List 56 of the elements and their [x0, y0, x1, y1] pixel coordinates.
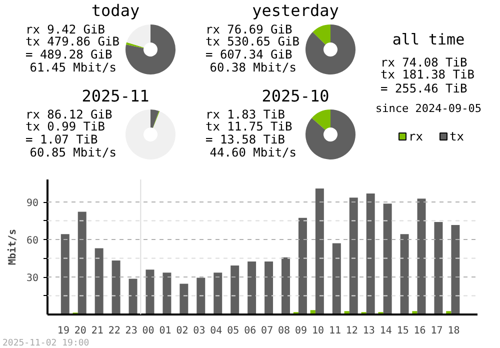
- x-tick-label: 21: [91, 326, 104, 336]
- x-tick-label: 04: [210, 326, 222, 336]
- y-tick-label: 90: [26, 198, 39, 209]
- x-tick-label: 00: [142, 326, 154, 336]
- legend-label: rx: [408, 130, 423, 144]
- legend-label: tx: [450, 130, 464, 144]
- x-tick-label: 05: [227, 326, 240, 336]
- text: tx 479.86 GiB: [26, 34, 120, 48]
- text: = 13.58 TiB: [206, 132, 285, 146]
- text: tx 11.75 TiB: [206, 120, 292, 134]
- x-tick-label: 03: [193, 326, 206, 336]
- text: 44.60 Mbit/s: [210, 146, 297, 160]
- x-tick-label: 12: [346, 326, 358, 336]
- x-tick-label: 17: [430, 326, 443, 336]
- text: since 2024-09-05: [376, 102, 482, 115]
- x-tick-label: 23: [125, 326, 138, 336]
- y-axis-title: Mbit/s: [6, 228, 18, 266]
- text: rx 86.12 GiB: [26, 108, 112, 122]
- y-tick-label: 30: [26, 273, 39, 284]
- x-tick-label: 11: [328, 326, 341, 336]
- x-tick-label: 07: [261, 326, 274, 336]
- text: rx 74.08 TiB: [380, 56, 468, 70]
- text: rx 1.83 TiB: [206, 108, 285, 122]
- chart-title: 2025-11: [82, 86, 150, 106]
- text: 60.38 Mbit/s: [210, 60, 297, 74]
- x-tick-label: 20: [74, 326, 86, 336]
- text: tx 0.99 TiB: [26, 120, 105, 134]
- text: = 1.07 TiB: [26, 132, 98, 146]
- x-tick-label: 14: [380, 326, 392, 336]
- x-tick-label: 01: [159, 326, 172, 336]
- text: = 255.46 TiB: [380, 82, 468, 96]
- x-tick-label: 22: [108, 326, 120, 336]
- text: all time: [392, 30, 465, 48]
- text: 2025-11-02 19:00: [2, 338, 90, 348]
- x-tick-label: 10: [312, 326, 324, 336]
- x-tick-label: 02: [176, 326, 188, 336]
- text: 60.85 Mbit/s: [30, 146, 117, 160]
- x-tick-label: 15: [396, 326, 409, 336]
- chart-title: today: [91, 1, 140, 20]
- chart-title: yesterday: [252, 1, 340, 20]
- text: tx 181.38 TiB: [380, 68, 474, 82]
- x-tick-label: 13: [362, 326, 375, 336]
- text: 61.45 Mbit/s: [30, 60, 117, 74]
- x-tick-label: 09: [295, 326, 308, 336]
- chart-title: 2025-10: [262, 86, 330, 106]
- text: = 607.34 GiB: [206, 48, 292, 62]
- text: rx 9.42 GiB: [26, 22, 105, 36]
- text: rx 76.69 GiB: [206, 22, 292, 36]
- x-tick-label: 18: [448, 326, 460, 336]
- x-tick-label: 16: [414, 326, 426, 336]
- x-tick-label: 06: [244, 326, 256, 336]
- y-tick-label: 60: [26, 236, 39, 246]
- text: tx 530.65 GiB: [206, 34, 300, 48]
- x-tick-label: 19: [57, 326, 70, 336]
- text: = 489.28 GiB: [26, 48, 112, 62]
- x-tick-label: 08: [278, 326, 290, 336]
